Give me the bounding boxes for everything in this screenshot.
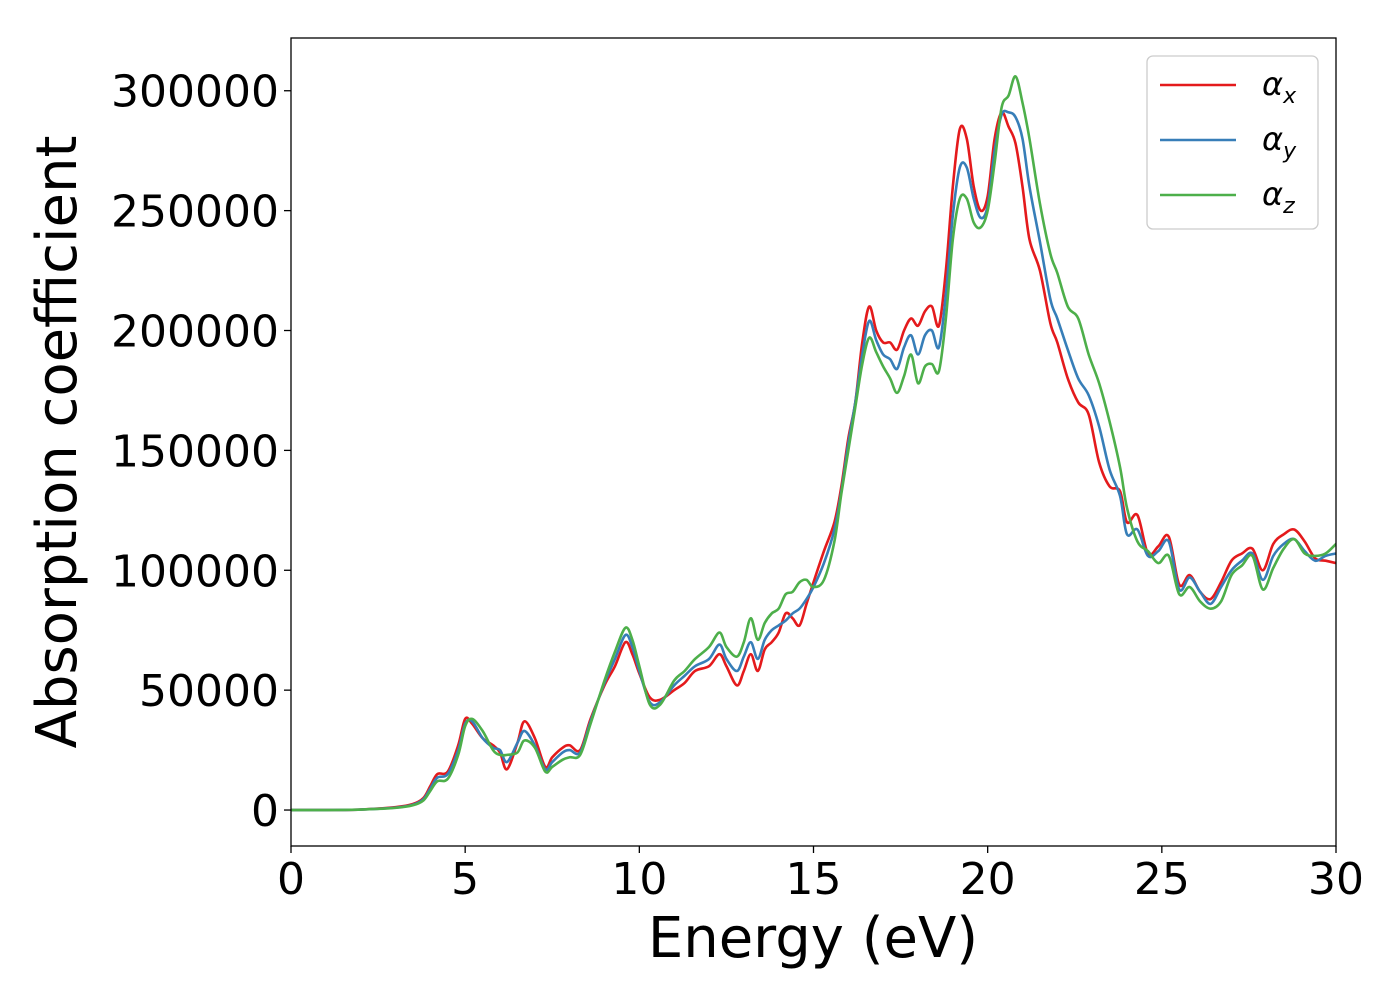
y-tick-label: 0 xyxy=(251,786,279,837)
y-tick-label: 200000 xyxy=(111,307,279,358)
x-tick-label: 20 xyxy=(960,854,1016,905)
x-axis-label: Energy (eV) xyxy=(648,906,978,971)
x-tick-label: 30 xyxy=(1308,854,1364,905)
series-lines xyxy=(291,75,1336,812)
series-line-z xyxy=(291,75,1336,812)
y-axis-label: Absorption coefficient xyxy=(25,136,90,749)
y-tick-label: 300000 xyxy=(111,67,279,118)
x-tick-label: 5 xyxy=(451,854,479,905)
x-tick-label: 25 xyxy=(1134,854,1190,905)
y-tick-label: 50000 xyxy=(139,666,279,717)
legend-box xyxy=(1146,55,1319,230)
x-tick-label: 15 xyxy=(786,854,842,905)
x-axis: 0 5 10 15 20 25 30 xyxy=(277,846,1364,905)
x-tick-label: 0 xyxy=(277,854,305,905)
y-axis: 0 50000 100000 150000 200000 250000 300000 xyxy=(111,67,291,837)
legend-label-x: αx xyxy=(1262,65,1297,109)
legend-label-z: αz xyxy=(1262,175,1295,219)
x-tick-label: 10 xyxy=(611,854,667,905)
y-tick-label: 250000 xyxy=(111,187,279,238)
y-tick-label: 150000 xyxy=(111,426,279,477)
legend-label-y: αy xyxy=(1262,120,1297,164)
y-tick-label: 100000 xyxy=(111,546,279,597)
legend: αx αy αz xyxy=(1146,55,1319,230)
